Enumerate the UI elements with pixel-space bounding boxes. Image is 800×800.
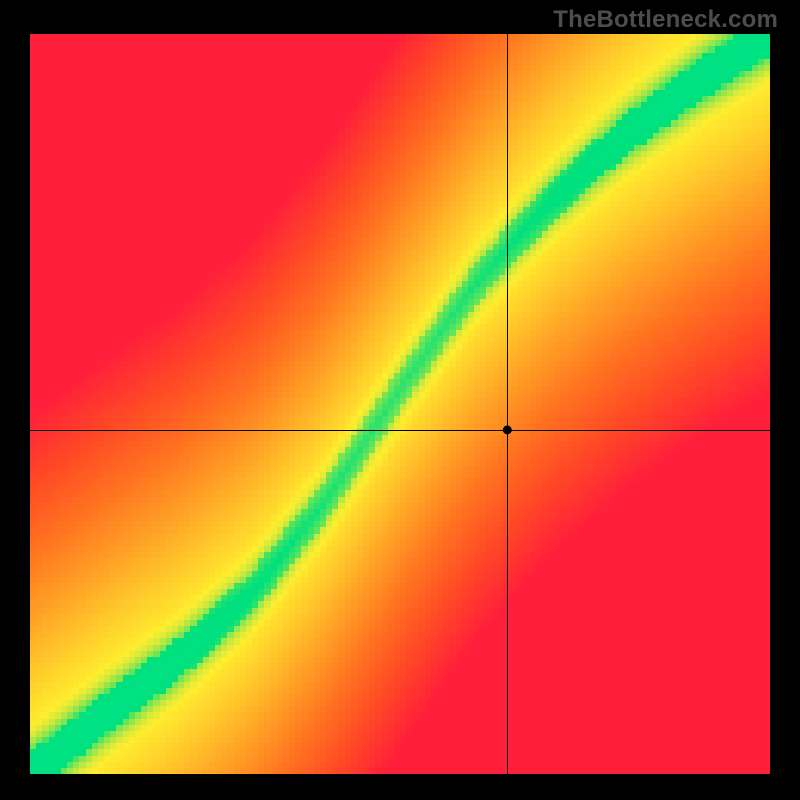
heatmap-canvas xyxy=(30,34,770,774)
heatmap-plot xyxy=(30,34,770,774)
watermark: TheBottleneck.com xyxy=(553,6,778,34)
